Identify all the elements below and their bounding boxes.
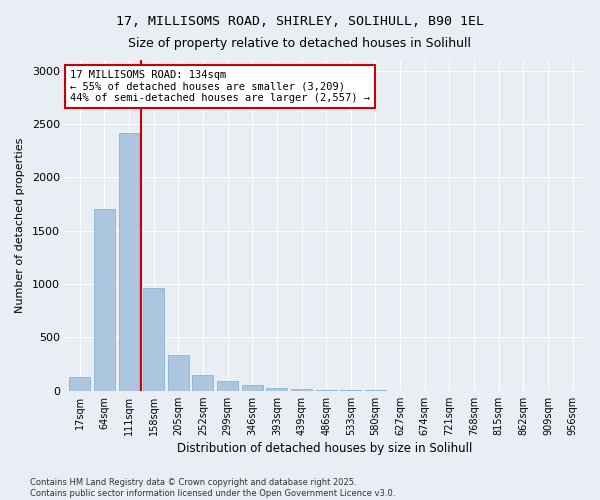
Bar xyxy=(242,385,263,390)
Text: 17 MILLISOMS ROAD: 134sqm
← 55% of detached houses are smaller (3,209)
44% of se: 17 MILLISOMS ROAD: 134sqm ← 55% of detac… xyxy=(70,70,370,103)
Bar xyxy=(143,288,164,390)
Y-axis label: Number of detached properties: Number of detached properties xyxy=(15,138,25,313)
Bar xyxy=(94,210,115,390)
Bar xyxy=(291,389,312,390)
Bar xyxy=(266,388,287,390)
Bar xyxy=(193,374,214,390)
Text: Contains HM Land Registry data © Crown copyright and database right 2025.
Contai: Contains HM Land Registry data © Crown c… xyxy=(30,478,395,498)
Bar xyxy=(69,377,90,390)
Text: 17, MILLISOMS ROAD, SHIRLEY, SOLIHULL, B90 1EL: 17, MILLISOMS ROAD, SHIRLEY, SOLIHULL, B… xyxy=(116,15,484,28)
Bar xyxy=(217,380,238,390)
X-axis label: Distribution of detached houses by size in Solihull: Distribution of detached houses by size … xyxy=(177,442,473,455)
Bar xyxy=(119,132,139,390)
Bar xyxy=(168,356,189,390)
Text: Size of property relative to detached houses in Solihull: Size of property relative to detached ho… xyxy=(128,38,472,51)
